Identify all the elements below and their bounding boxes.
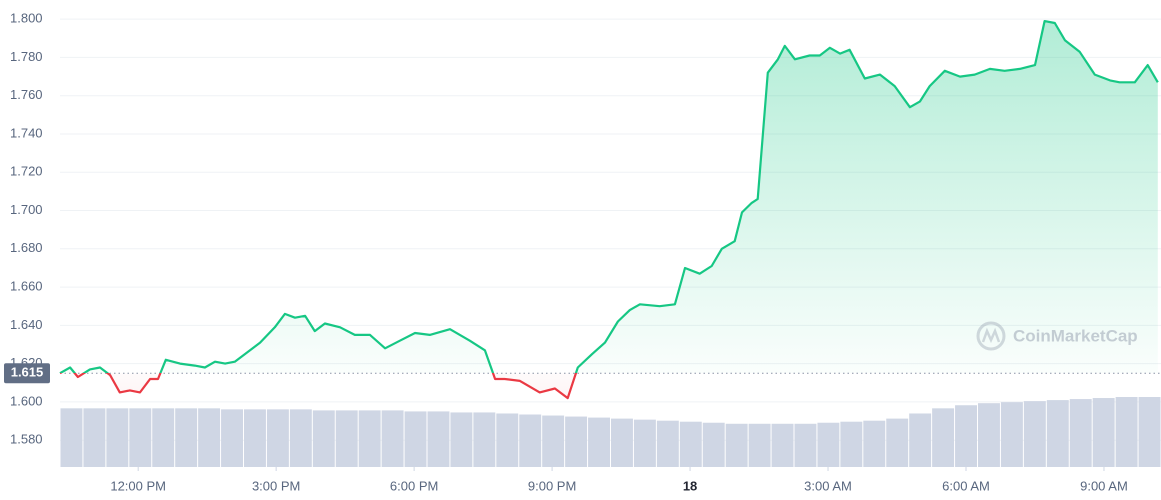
volume-bar <box>611 418 633 467</box>
volume-bar <box>633 419 656 467</box>
volume-bar <box>1092 398 1115 467</box>
volume-bar <box>129 408 152 467</box>
price-line <box>59 20 1159 400</box>
volume-bar <box>725 423 748 467</box>
volume-bar <box>496 413 519 467</box>
volume-bar <box>955 405 977 467</box>
watermark-m <box>981 327 1001 344</box>
volume-bar <box>1000 402 1023 467</box>
volume-bar <box>289 409 312 467</box>
volume-bar <box>794 423 817 467</box>
y-tick-label: 1.680 <box>10 240 43 255</box>
volume-bar <box>886 418 909 467</box>
volume-bar <box>427 411 450 467</box>
volume-bar <box>542 415 565 467</box>
y-tick-label: 1.600 <box>10 393 43 408</box>
x-tick-label: 9:00 PM <box>528 478 576 493</box>
baseline-label: 1.615 <box>11 365 44 380</box>
volume-bar <box>358 410 381 467</box>
volume-bar <box>1115 397 1138 467</box>
x-tick-label: 3:00 AM <box>804 478 852 493</box>
volume-bar <box>702 422 725 467</box>
y-tick-label: 1.660 <box>10 279 43 294</box>
area <box>60 21 1158 399</box>
volume-bar <box>198 408 221 467</box>
x-tick-label: 18 <box>683 478 697 493</box>
volume-bar <box>175 408 198 467</box>
volume-bar <box>106 408 129 467</box>
x-tick-label: 9:00 AM <box>1080 478 1128 493</box>
y-tick-label: 1.580 <box>10 432 43 447</box>
y-tick-label: 1.640 <box>10 317 43 332</box>
volume-bar <box>932 408 955 467</box>
volume-bar <box>335 410 358 467</box>
y-tick-label: 1.780 <box>10 49 43 64</box>
volume-bar <box>656 420 679 467</box>
volume-bar <box>312 410 335 467</box>
volume-bar <box>1138 397 1161 467</box>
volume-bar <box>817 422 840 467</box>
volume-bar <box>152 408 175 467</box>
x-tick-label: 12:00 PM <box>110 478 166 493</box>
volume-bar <box>1069 399 1092 467</box>
volume-bar <box>748 423 771 467</box>
y-tick-label: 1.740 <box>10 125 43 140</box>
volume-bar <box>771 423 794 467</box>
x-tick-label: 3:00 PM <box>252 478 300 493</box>
volume-bar <box>978 403 1000 467</box>
volume-bar <box>266 409 289 467</box>
volume-bar <box>473 412 496 467</box>
volume-bar <box>221 409 243 467</box>
y-tick-label: 1.800 <box>10 11 43 26</box>
volume-bar <box>863 420 886 467</box>
volume-bar <box>840 421 863 467</box>
y-tick-label: 1.720 <box>10 164 43 179</box>
volume-bar <box>404 411 427 467</box>
y-tick-label: 1.700 <box>10 202 43 217</box>
volume-bar <box>909 413 932 467</box>
volume-bar <box>1023 401 1046 467</box>
volume-bar <box>450 412 473 467</box>
watermark: CoinMarketCap <box>1013 326 1138 345</box>
volume-bar <box>565 416 588 467</box>
volume-bar <box>83 408 106 467</box>
volume-bar <box>60 408 83 467</box>
volume-bar <box>588 417 610 467</box>
x-tick-label: 6:00 PM <box>390 478 438 493</box>
volume-bar <box>381 410 404 467</box>
y-tick-label: 1.760 <box>10 87 43 102</box>
x-tick-label: 6:00 AM <box>942 478 990 493</box>
watermark-logo <box>976 321 1006 351</box>
volume-bar <box>244 409 266 467</box>
baseline-label-box <box>4 363 50 384</box>
volume-bar <box>679 421 702 467</box>
volume-bar <box>519 414 542 467</box>
watermark-circle <box>976 321 1006 351</box>
volume-bar <box>1046 400 1069 467</box>
